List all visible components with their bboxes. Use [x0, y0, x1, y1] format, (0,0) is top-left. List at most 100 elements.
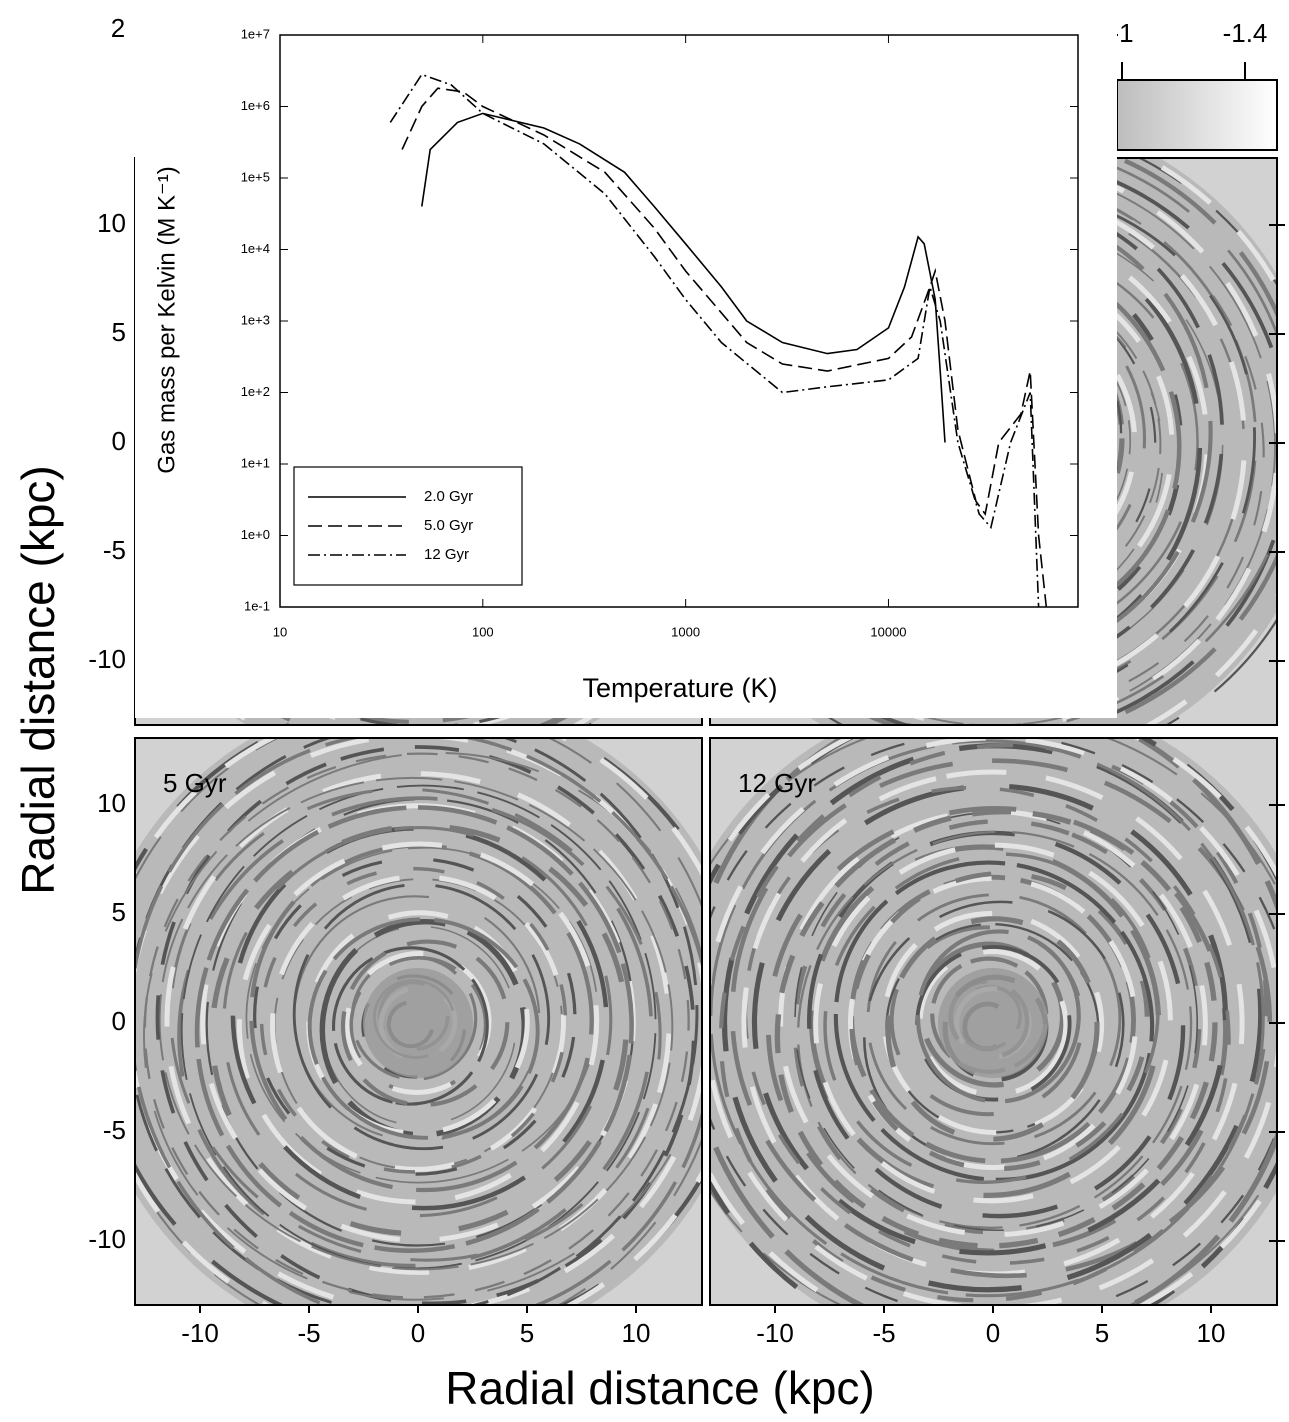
x-tick-label: 10	[622, 1318, 651, 1348]
spiral-streak	[774, 808, 1218, 1249]
x-tick-label: 10000	[870, 624, 906, 639]
spiral-streak	[918, 941, 1066, 1088]
y-tick-label: 0	[112, 1006, 126, 1036]
y-tick-label: 1e+0	[241, 527, 270, 542]
spiral-streak	[143, 752, 690, 1299]
y-tick-label: 1e+3	[241, 312, 270, 327]
spiral-streak	[209, 823, 629, 1237]
spiral-streak	[158, 776, 674, 1271]
y-tick-label: 5	[112, 897, 126, 927]
spiral-streak	[792, 818, 1202, 1235]
light-band	[813, 842, 1173, 1204]
spiral-streak	[180, 784, 657, 1270]
spiral-streak	[710, 158, 1277, 725]
disc-image	[710, 738, 1277, 1305]
spiral-streak	[915, 929, 1081, 1104]
light-band	[917, 949, 1069, 1097]
light-band	[741, 769, 1245, 1277]
spiral-streak	[169, 787, 662, 1262]
spiral-streak	[245, 846, 599, 1184]
y-axis-label: Gas mass per Kelvin (M K⁻¹)	[153, 166, 180, 473]
y-tick-label: 5	[112, 317, 126, 347]
spiral-streak	[823, 852, 1160, 1185]
x-tick-label: 100	[472, 624, 494, 639]
light-band	[164, 771, 672, 1275]
light-band	[778, 808, 1208, 1238]
spiral-streak	[710, 739, 1265, 1298]
y-tick-label: 1e+5	[241, 169, 270, 184]
spiral-streak	[194, 805, 634, 1253]
x-tick-label: -5	[297, 1318, 320, 1348]
spiral-streak	[751, 783, 1228, 1256]
colorbar-tick-label: -1.4	[1223, 18, 1268, 48]
x-tick-label: 5	[1095, 1318, 1109, 1348]
spiral-streak	[833, 860, 1155, 1182]
x-tick-label: -10	[756, 1318, 794, 1348]
x-tick-label: 10	[273, 624, 287, 639]
legend-label: 2.0 Gyr	[424, 488, 473, 505]
y-tick-label: 1e+7	[241, 26, 270, 41]
y-tick-label: -10	[88, 1224, 126, 1254]
spiral-streak	[205, 797, 635, 1247]
series-line	[389, 73, 1040, 607]
spiral-streak	[729, 758, 1273, 1279]
spiral-streak	[349, 956, 488, 1095]
colorbar	[1116, 79, 1278, 151]
light-band	[236, 841, 600, 1205]
legend-label: 5.0 Gyr	[424, 517, 473, 534]
spiral-streak	[866, 893, 1122, 1146]
inset-background	[135, 0, 1117, 718]
spiral-streak	[863, 900, 1125, 1162]
y-tick-label: 10	[97, 208, 126, 238]
spiral-streak	[155, 745, 696, 1305]
x-tick-label: 0	[411, 1318, 425, 1348]
y-tick-label: 1e+2	[241, 384, 270, 399]
spiral-streak	[915, 945, 1072, 1102]
legend-label: 12 Gyr	[424, 546, 469, 563]
y-tick-label: 1e+6	[241, 98, 270, 113]
spiral-streak	[222, 826, 613, 1218]
spiral-streak	[718, 743, 1269, 1303]
y-axis-label: Radial distance (kpc)	[12, 465, 64, 895]
spiral-streak	[177, 796, 654, 1268]
disc-image	[135, 738, 702, 1305]
spiral-streak	[889, 925, 1085, 1117]
y-tick-label: 1e+1	[241, 455, 270, 470]
series-line	[401, 87, 1048, 607]
spiral-streak	[765, 805, 1228, 1254]
light-band	[270, 874, 566, 1172]
panel-number: 2	[111, 13, 125, 43]
y-tick-label: -5	[103, 1115, 126, 1145]
series-line	[421, 112, 946, 443]
x-tick-label: -10	[181, 1318, 219, 1348]
inset-chart: Temperature (K) Gas mass per Kelvin (M K…	[135, 0, 1117, 718]
spiral-streak	[135, 738, 702, 1305]
spiral-streak	[292, 883, 551, 1151]
spiral-streak	[259, 866, 568, 1174]
spiral-streak	[143, 751, 702, 1301]
x-tick-label: 5	[520, 1318, 534, 1348]
x-axis-label: Temperature (K)	[582, 673, 777, 703]
y-tick-label: 0	[112, 426, 126, 456]
spiral-streak	[885, 916, 1100, 1142]
y-tick-label: 1e+4	[241, 241, 270, 256]
disc-core	[363, 968, 473, 1078]
plot-frame	[279, 34, 1079, 608]
light-band	[881, 911, 1105, 1135]
spiral-streak	[341, 939, 510, 1107]
spiral-streak	[293, 895, 541, 1143]
disc-core	[938, 968, 1048, 1078]
y-tick-label: 10	[97, 788, 126, 818]
y-tick-label: -10	[88, 644, 126, 674]
x-tick-label: -5	[872, 1318, 895, 1348]
x-tick-label: 10	[1197, 1318, 1226, 1348]
spiral-streak	[743, 785, 1231, 1265]
y-tick-label: -5	[103, 535, 126, 565]
spiral-streak	[253, 857, 577, 1176]
spiral-streak	[322, 925, 517, 1127]
y-tick-label: 1e-1	[244, 598, 270, 613]
spiral-streak	[331, 946, 489, 1106]
x-tick-label: 0	[986, 1318, 1000, 1348]
panel-label: 12 Gyr	[738, 768, 816, 798]
